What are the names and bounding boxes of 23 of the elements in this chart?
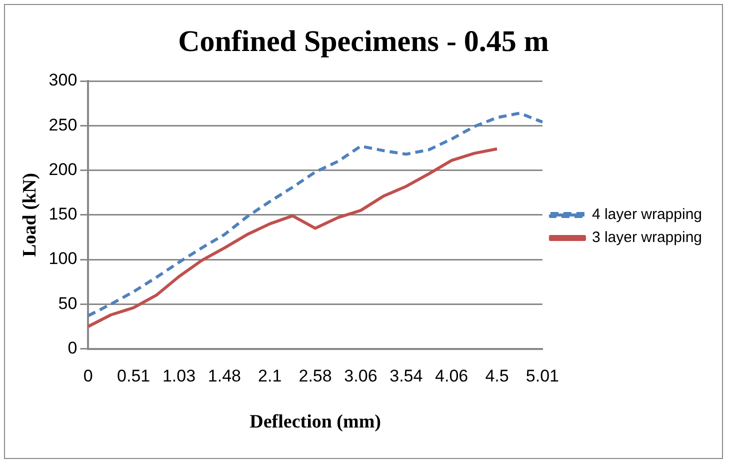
- x-tick-label: 2.1: [258, 366, 282, 386]
- x-tick-label: 4.5: [485, 366, 509, 386]
- x-tick-label: 1.48: [208, 366, 241, 386]
- x-tick-label: 3.06: [344, 366, 378, 386]
- y-tick-label: 150: [48, 204, 78, 224]
- y-tick-label: 50: [58, 294, 78, 313]
- legend-label: 4 layer wrapping: [592, 206, 702, 224]
- x-tick-label: 0.51: [117, 366, 150, 386]
- x-tick-label: 1.03: [162, 366, 196, 386]
- x-tick-label: 0: [83, 366, 93, 386]
- y-tick-label: 100: [48, 249, 78, 268]
- y-axis-title: Load (kN): [19, 172, 40, 257]
- x-tick-label: 3.54: [390, 366, 423, 386]
- x-tick-label: 2.58: [298, 366, 332, 386]
- y-tick-label: 200: [48, 160, 78, 179]
- y-tick-label: 300: [48, 70, 78, 90]
- x-tick-label: 5.01: [526, 366, 559, 386]
- x-tick-label: 4.06: [435, 366, 468, 386]
- y-tick-label: 250: [48, 115, 78, 134]
- legend-label: 3 layer wrapping: [592, 229, 702, 246]
- y-tick-label: 0: [68, 338, 78, 358]
- chart-title: Confined Specimens - 0.45 m: [178, 24, 549, 58]
- x-axis-title: Deflection (mm): [250, 412, 381, 433]
